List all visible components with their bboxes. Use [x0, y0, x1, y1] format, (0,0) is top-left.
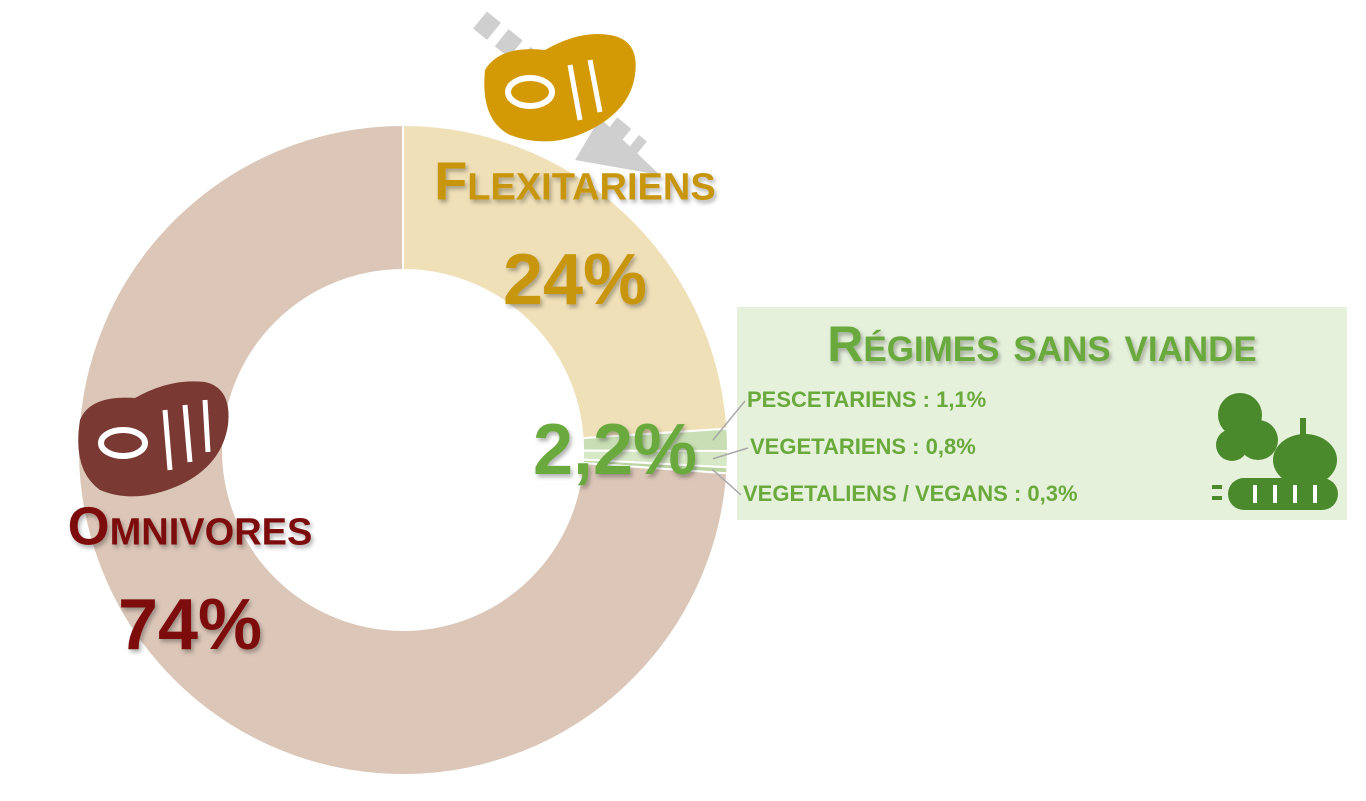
slices: [77, 123, 730, 776]
label-separator: :: [917, 387, 937, 412]
category-label: Omnivores: [68, 496, 313, 556]
value-label: 74%: [118, 585, 262, 665]
donut-slice: [77, 123, 729, 776]
slice-label: PESCETARIENS : 1,1%: [747, 387, 986, 412]
value-label: 24%: [503, 240, 647, 320]
label-separator: :: [1008, 481, 1028, 506]
category-label: VEGETARIENS: [750, 434, 906, 459]
flexitarian-icon: [473, 11, 660, 175]
vegetables-icon: [1212, 393, 1338, 510]
leader-line: [712, 447, 749, 460]
leader-line: [712, 400, 746, 441]
category-label: Flexitariens: [434, 151, 715, 211]
slice-label: VEGETALIENS / VEGANS : 0,3%: [743, 481, 1078, 506]
category-label: VEGETALIENS / VEGANS: [743, 481, 1008, 506]
group-label: 2,2%: [533, 410, 697, 490]
category-label: PESCETARIENS: [747, 387, 917, 412]
value-label: 0,8%: [926, 434, 976, 459]
value-label: 0,3%: [1027, 481, 1077, 506]
group-title: Régimes sans viande: [827, 316, 1257, 372]
leader-line: [711, 468, 742, 496]
label-separator: :: [906, 434, 926, 459]
value-label: 1,1%: [936, 387, 986, 412]
slice-label: VEGETARIENS : 0,8%: [750, 434, 976, 459]
omnivore-icon: [78, 381, 229, 497]
donut-slice: [402, 123, 729, 440]
